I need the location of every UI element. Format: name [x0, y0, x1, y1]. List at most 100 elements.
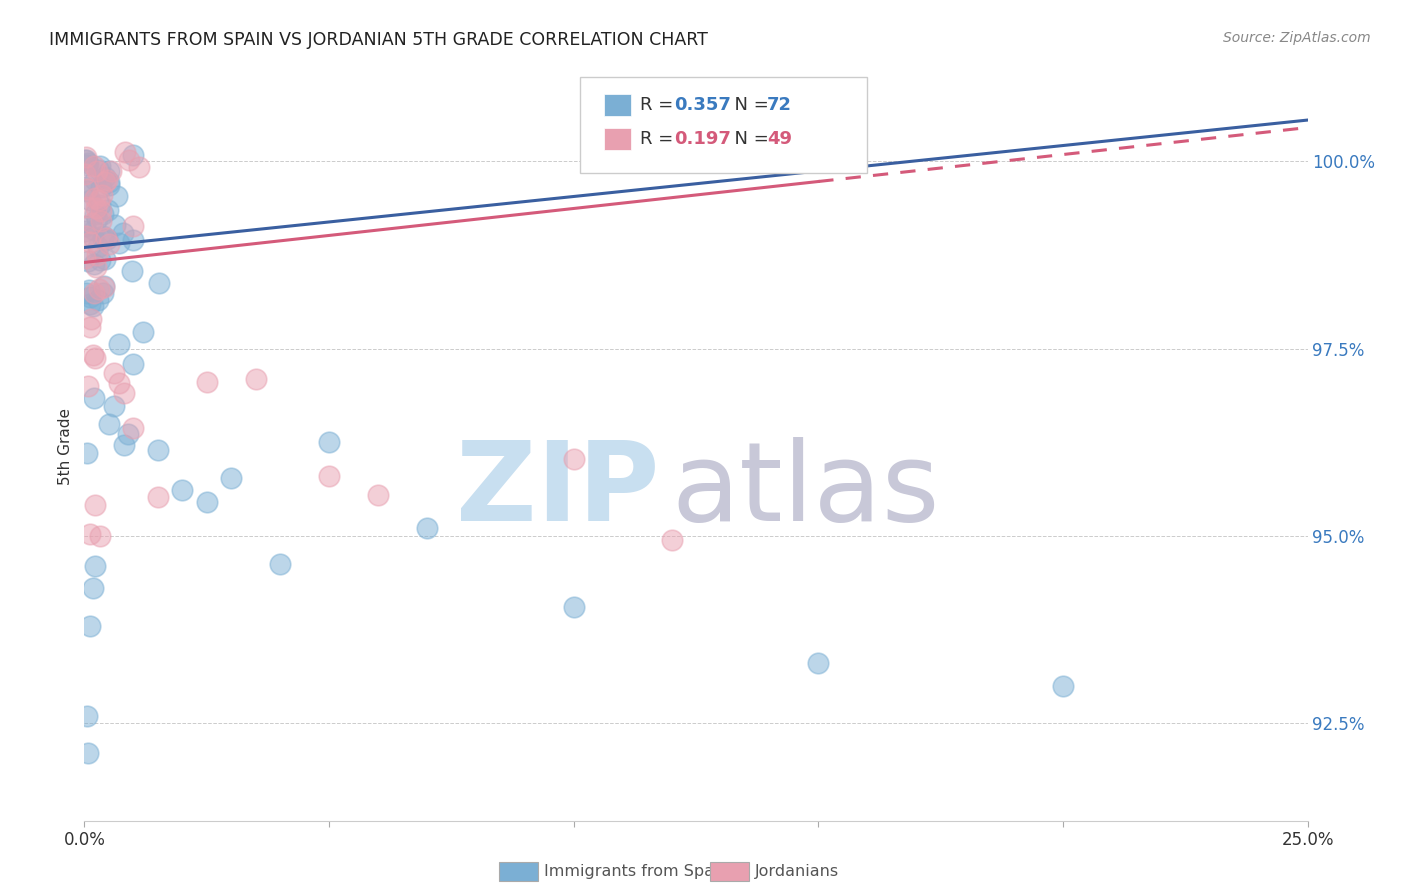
Point — [91, 232, 114, 246]
Point — [562, 452, 585, 467]
Point — [91, 207, 114, 221]
Point — [75, 180, 97, 194]
Point — [76, 182, 98, 196]
Point — [91, 188, 114, 202]
Point — [91, 285, 114, 300]
Point — [807, 657, 830, 671]
Point — [77, 746, 100, 760]
Point — [83, 159, 105, 173]
Point — [83, 285, 105, 300]
Point — [172, 483, 194, 497]
Point — [76, 158, 98, 172]
Point — [112, 226, 135, 240]
Point — [82, 582, 104, 596]
Point — [89, 198, 111, 212]
Point — [76, 155, 98, 169]
Point — [661, 533, 683, 547]
Point — [148, 276, 170, 290]
Point — [84, 558, 107, 573]
Point — [103, 366, 125, 380]
Y-axis label: 5th Grade: 5th Grade — [58, 408, 73, 484]
Point — [146, 443, 169, 458]
Point — [318, 469, 340, 483]
Text: 72: 72 — [766, 96, 792, 114]
Point — [112, 438, 135, 452]
Point — [269, 557, 291, 571]
Point — [84, 207, 107, 221]
Point — [76, 446, 98, 460]
Text: R =: R = — [640, 96, 679, 114]
Point — [79, 289, 101, 303]
Point — [94, 230, 117, 244]
Point — [103, 399, 125, 413]
Text: IMMIGRANTS FROM SPAIN VS JORDANIAN 5TH GRADE CORRELATION CHART: IMMIGRANTS FROM SPAIN VS JORDANIAN 5TH G… — [49, 31, 709, 49]
Point — [93, 279, 115, 293]
Text: N =: N = — [723, 130, 775, 148]
Point — [107, 236, 129, 251]
Point — [75, 286, 97, 301]
Point — [416, 521, 439, 535]
Point — [122, 147, 145, 161]
Point — [318, 435, 340, 450]
Point — [75, 153, 97, 168]
Text: Source: ZipAtlas.com: Source: ZipAtlas.com — [1223, 31, 1371, 45]
Point — [96, 232, 118, 246]
Point — [89, 162, 111, 177]
Point — [77, 284, 100, 298]
Point — [75, 228, 97, 243]
Point — [107, 336, 129, 351]
Point — [117, 427, 139, 442]
Point — [118, 153, 141, 167]
Point — [76, 200, 98, 214]
Point — [84, 260, 107, 274]
Point — [93, 252, 115, 266]
Point — [75, 167, 97, 181]
Point — [79, 235, 101, 249]
Text: R =: R = — [640, 130, 679, 148]
Point — [83, 222, 105, 236]
Point — [83, 257, 105, 271]
Point — [84, 201, 107, 215]
Point — [89, 213, 111, 227]
Point — [93, 279, 115, 293]
Point — [114, 145, 136, 159]
Text: 0.357: 0.357 — [673, 96, 731, 114]
Point — [89, 193, 111, 207]
FancyBboxPatch shape — [605, 128, 631, 150]
Point — [86, 239, 108, 253]
Point — [100, 164, 122, 178]
FancyBboxPatch shape — [579, 77, 868, 172]
Point — [96, 173, 118, 187]
Point — [79, 297, 101, 311]
Point — [82, 299, 104, 313]
Point — [84, 498, 107, 512]
Point — [122, 357, 145, 371]
Point — [112, 385, 135, 400]
Point — [146, 490, 169, 504]
Point — [87, 281, 110, 295]
Point — [83, 351, 105, 366]
Point — [1052, 679, 1074, 693]
Point — [128, 160, 150, 174]
Point — [79, 527, 101, 541]
Point — [93, 169, 115, 184]
Point — [97, 236, 120, 251]
Point — [562, 599, 585, 614]
Point — [76, 184, 98, 198]
Point — [245, 372, 267, 386]
Point — [122, 421, 145, 435]
Point — [89, 529, 111, 543]
Point — [82, 230, 104, 244]
Point — [122, 233, 145, 247]
Point — [75, 150, 97, 164]
Point — [195, 495, 218, 509]
Point — [83, 391, 105, 405]
Point — [82, 348, 104, 362]
Text: ZIP: ZIP — [456, 437, 659, 544]
Point — [79, 619, 101, 633]
Point — [98, 174, 121, 188]
Point — [86, 248, 108, 262]
Point — [195, 376, 218, 390]
Point — [75, 219, 97, 233]
Point — [97, 178, 120, 193]
